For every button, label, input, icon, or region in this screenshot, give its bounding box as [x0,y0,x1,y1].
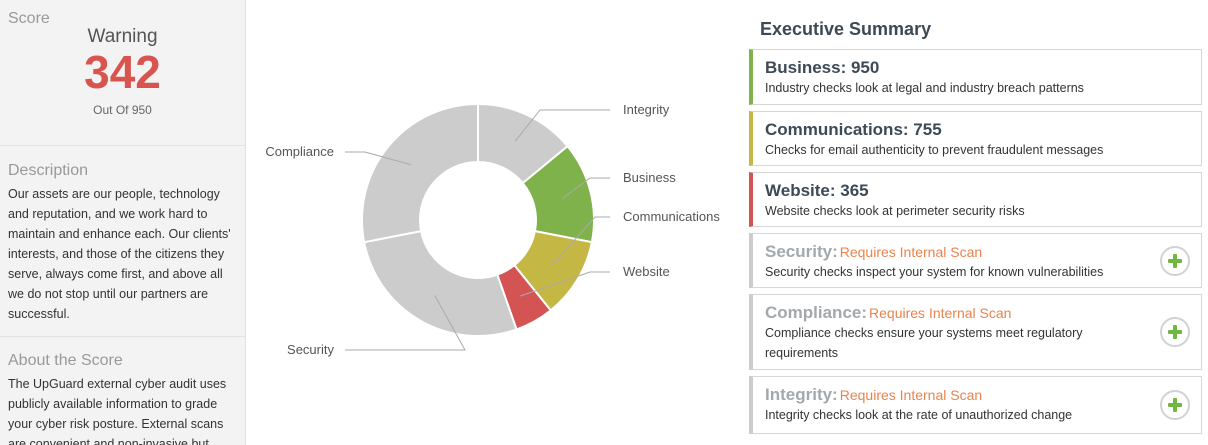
summary-card[interactable]: Integrity: Requires Internal Scan Integrit… [749,376,1202,434]
slice-label: Compliance [265,144,334,159]
leader-line [552,216,610,266]
card-description: Compliance checks ensure your systems me… [765,326,1083,360]
score-status: Warning [87,26,158,47]
score-heading: Score [8,10,50,27]
about-text: The UpGuard external cyber audit uses pu… [8,377,227,445]
expand-plus-icon[interactable] [1160,390,1190,420]
card-title-text: Business: 950 [765,58,880,77]
slice-label: Communications [623,209,720,224]
slice-label: Business [623,170,676,185]
card-title: Security: Requires Internal Scan [765,242,1189,262]
card-title: Website: 365 [765,181,1189,201]
donut-slice-security[interactable] [362,229,518,337]
summary-card: Communications: 755 Checks for email auth… [749,111,1202,166]
expand-plus-icon[interactable] [1160,317,1190,347]
leader-line [562,177,610,200]
requires-internal-scan-label: Requires Internal Scan [869,305,1012,321]
summary-card: Business: 950 Industry checks look at leg… [749,49,1202,105]
card-title-text: Communications: 755 [765,120,942,139]
leader-line [520,271,610,297]
card-description: Website checks look at perimeter securit… [765,204,1025,218]
summary-title: Executive Summary [760,19,932,39]
leader-line [345,295,466,351]
description-section: Description Our assets are our people, t… [0,146,245,337]
card-title-text: Security: [765,242,838,261]
card-title: Compliance: Requires Internal Scan [765,303,1189,323]
leader-line [345,151,411,166]
about-heading: About the Score [8,352,123,369]
donut-svg: Integrity Business Communications Website Se… [265,102,720,357]
leader-line [514,109,610,142]
score-section: Score Warning 342 Out Of 950 [0,0,245,146]
description-text: Our assets are our people, technology an… [8,187,231,321]
card-title-text: Integrity: [765,385,838,404]
card-description: Checks for email authenticity to prevent… [765,143,1104,157]
card-title-text: Compliance: [765,303,868,322]
slice-label: Website [623,264,670,279]
score-sidebar: Score Warning 342 Out Of 950 Description… [0,0,246,445]
score-value: 342 [84,46,161,98]
summary-card[interactable]: Security: Requires Internal Scan Security … [749,233,1202,288]
donut-slice-compliance[interactable] [361,102,479,244]
executive-summary: Executive Summary Business: 950 Industry … [749,0,1202,440]
card-description: Integrity checks look at the rate of una… [765,408,1073,422]
summary-cards: Business: 950 Industry checks look at leg… [749,49,1202,434]
summary-card[interactable]: Compliance: Requires Internal Scan Complia… [749,294,1202,370]
expand-plus-icon[interactable] [1160,245,1190,276]
summary-card: Website: 365 Website checks look at perim… [749,172,1202,227]
score-donut-chart: Integrity Business Communications Website Se… [250,0,740,445]
card-description: Industry checks look at legal and indust… [765,81,1084,95]
card-title-text: Website: 365 [765,181,869,200]
card-title: Business: 950 [765,58,1189,78]
slice-label: Integrity [623,102,670,117]
slice-label: Security [287,342,334,357]
card-description: Security checks inspect your system for … [765,265,1104,279]
requires-internal-scan-label: Requires Internal Scan [839,244,983,260]
description-heading: Description [8,162,89,179]
card-title: Communications: 755 [765,120,1189,140]
about-section: About the Score The UpGuard external cyb… [0,337,245,445]
card-title: Integrity: Requires Internal Scan [765,385,1189,405]
score-out-of: Out Of 950 [93,103,152,117]
requires-internal-scan-label: Requires Internal Scan [839,387,983,403]
